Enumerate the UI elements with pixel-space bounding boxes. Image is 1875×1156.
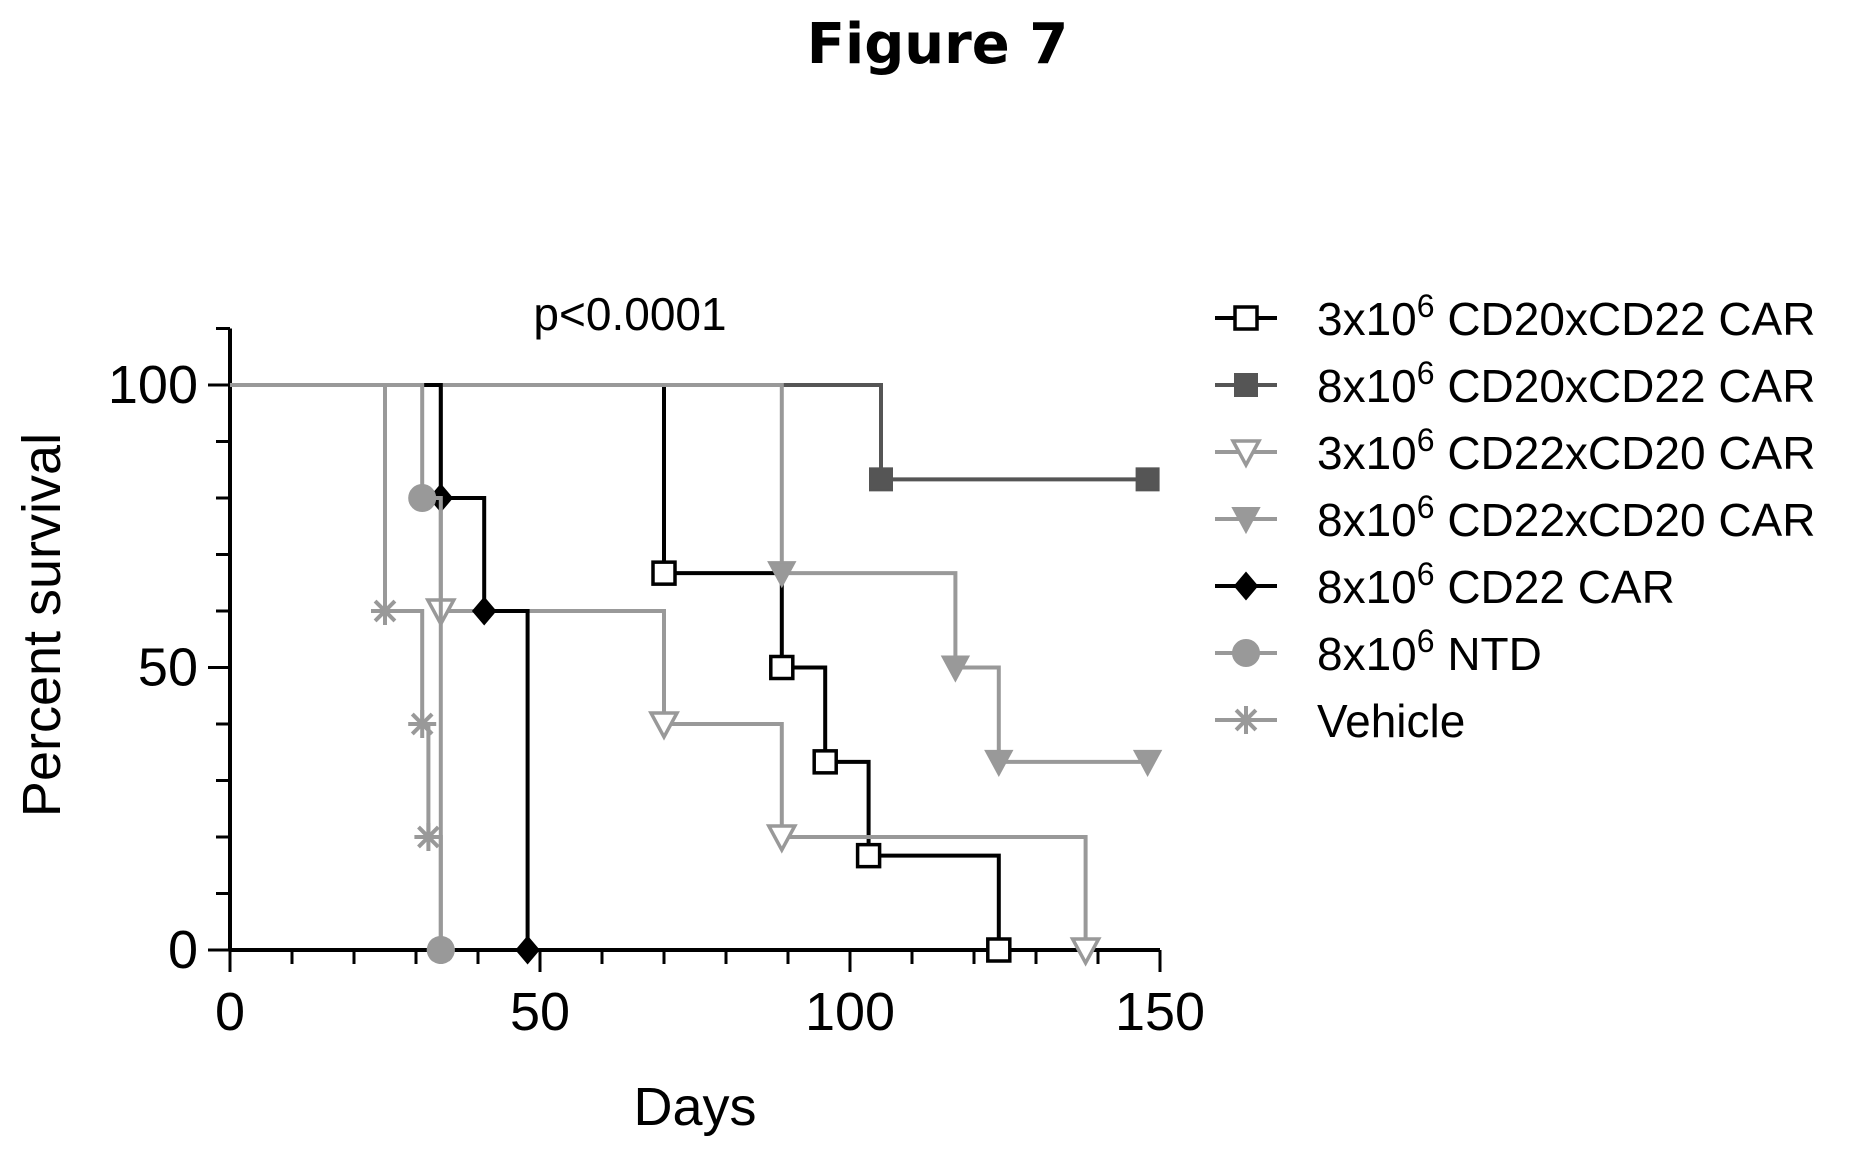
series-line (230, 383, 530, 950)
legend-item: 8x106 NTD (1215, 623, 1542, 680)
series-marker (1135, 467, 1160, 492)
series-line (230, 383, 1001, 950)
series-marker (426, 936, 455, 964)
series-marker (855, 842, 882, 869)
legend-item: 8x106 CD20xCD22 CAR (1215, 355, 1815, 412)
series-marker (471, 596, 497, 626)
legend-item: 3x106 CD20xCD22 CAR (1215, 288, 1815, 345)
series-marker (515, 935, 540, 965)
y-tick-label: 100 (108, 355, 198, 415)
x-tick-label: 100 (805, 982, 895, 1042)
series-line (230, 383, 443, 950)
legend: 3x106 CD20xCD22 CAR 8x106 CD20xCD22 CAR 3x… (1215, 288, 1815, 747)
series-marker (986, 937, 1012, 963)
series-1 (230, 383, 1012, 963)
legend-marker (1233, 305, 1259, 331)
y-tick-label: 0 (168, 920, 198, 980)
legend-marker (1232, 639, 1260, 667)
series-line (230, 383, 443, 950)
series-marker (1132, 749, 1163, 777)
series-marker (371, 597, 399, 625)
x-tick-label: 50 (510, 982, 570, 1042)
series-marker (414, 823, 443, 851)
series-4 (230, 383, 1163, 777)
x-tick-label: 0 (215, 982, 245, 1042)
legend-label: 8x106 NTD (1317, 623, 1542, 680)
series-7 (230, 383, 455, 964)
series-2 (230, 383, 1160, 492)
series-marker (769, 654, 795, 681)
legend-item: 8x106 CD22xCD20 CAR (1215, 489, 1815, 546)
legend-marker (1233, 571, 1259, 601)
x-axis-label: Days (633, 1077, 756, 1137)
legend-item: 3x106 CD22xCD20 CAR (1215, 422, 1815, 479)
series-marker (648, 711, 680, 741)
legend-label: Vehicle (1317, 695, 1465, 747)
legend-label: 3x106 CD20xCD22 CAR (1317, 288, 1815, 345)
figure-title: Figure 7 (806, 12, 1069, 77)
y-axis-label: Percent survival (12, 433, 72, 817)
p-value-annotation: p<0.0001 (533, 288, 726, 340)
y-tick-label: 50 (138, 638, 198, 698)
series-marker (651, 560, 677, 586)
legend-marker (1231, 507, 1261, 535)
series-marker (767, 561, 797, 589)
series-marker (984, 749, 1014, 777)
series-marker (765, 824, 798, 854)
series-marker (869, 467, 893, 492)
series-layer (230, 383, 1163, 967)
legend-label: 8x106 CD22xCD20 CAR (1317, 489, 1815, 546)
legend-label: 8x106 CD20xCD22 CAR (1317, 355, 1815, 412)
series-marker (408, 484, 437, 512)
x-tick-label: 150 (1115, 982, 1205, 1042)
series-marker (940, 655, 971, 683)
legend-item: 8x106 CD22 CAR (1215, 556, 1675, 613)
legend-marker (1232, 706, 1260, 734)
series-marker (408, 710, 437, 738)
legend-label: 3x106 CD22xCD20 CAR (1317, 422, 1815, 479)
series-marker (1069, 937, 1102, 967)
series-line (230, 383, 1148, 764)
series-marker (812, 749, 838, 775)
legend-item: Vehicle (1215, 695, 1465, 747)
series-line (230, 383, 1148, 482)
axes: 0 50 100 150 0 50 100 (108, 327, 1205, 1042)
legend-label: 8x106 CD22 CAR (1317, 556, 1675, 613)
legend-marker (1230, 439, 1262, 469)
legend-marker (1234, 373, 1258, 397)
